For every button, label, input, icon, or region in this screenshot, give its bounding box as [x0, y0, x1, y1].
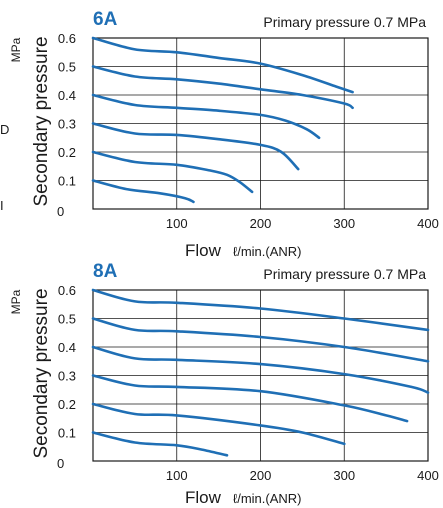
chart2-series-line-6 [91, 431, 229, 457]
chart1-x-axis-title: Flow [185, 241, 222, 260]
chart1-series-line-4 [91, 122, 300, 171]
chart2-series-line-2 [91, 317, 430, 363]
stray-left-text-2: I [0, 198, 4, 213]
chart2-x-tick-label: 200 [250, 468, 272, 483]
chart1-y-axis-unit: MPa [9, 37, 23, 62]
chart2-y-tick-label: 0.6 [58, 283, 76, 298]
chart2-series-line-1 [91, 288, 430, 332]
chart1-y-tick-label: 0.5 [58, 60, 76, 75]
chart2-series-line-3 [91, 345, 430, 394]
chart2-x-axis-title: Flow [185, 488, 222, 507]
chart1-subtitle: Primary pressure 0.7 MPa [263, 14, 426, 30]
chart2-subtitle: Primary pressure 0.7 MPa [263, 266, 426, 282]
chart2-y-tick-label: 0.4 [58, 340, 76, 355]
chart2-x-axis-unit: ℓ/min.(ANR) [233, 491, 301, 506]
chart1-title: 6A [93, 9, 118, 30]
chart2-title: 8A [93, 261, 118, 282]
chart1-y-tick-label: 0.1 [58, 174, 76, 189]
chart1-series-line-6 [91, 179, 195, 204]
chart1-y-tick-label: 0.3 [58, 117, 76, 132]
chart2-x-tick-label: 400 [417, 468, 439, 483]
chart1-y-axis-title: Secondary pressure [31, 36, 52, 206]
stray-left-text-1: D [0, 122, 10, 137]
chart2-series-line-5 [91, 402, 346, 446]
chart2-y-axis-title: Secondary pressure [31, 288, 52, 458]
chart1-x-tick-label: 300 [333, 216, 355, 231]
chart1-x-axis-unit: ℓ/min.(ANR) [233, 244, 301, 259]
chart1-x-tick-label: 400 [417, 216, 439, 231]
chart1-series-line-3 [91, 93, 321, 140]
chart2-y-tick-label: 0.5 [58, 312, 76, 327]
chart2-y-tick-label: 0 [57, 456, 64, 471]
chart1-series-line-5 [91, 150, 254, 194]
chart1-y-tick-label: 0 [57, 204, 64, 219]
chart1-y-tick-label: 0.2 [58, 145, 76, 160]
chart1-series-line-2 [91, 65, 354, 110]
chart2-series-line-4 [91, 374, 409, 423]
chart2-y-tick-label: 0.1 [58, 426, 76, 441]
chart1-y-tick-label: 0.4 [58, 88, 76, 103]
chart1-x-tick-label: 100 [166, 216, 188, 231]
chart1-x-tick-label: 200 [250, 216, 272, 231]
chart2-y-tick-label: 0.3 [58, 369, 76, 384]
chart2-x-tick-label: 300 [333, 468, 355, 483]
chart1-y-tick-label: 0.6 [58, 31, 76, 46]
chart2-y-tick-label: 0.2 [58, 397, 76, 412]
chart2-x-tick-label: 100 [166, 468, 188, 483]
chart2-y-axis-unit: MPa [9, 289, 23, 314]
chart1-series-line-1 [91, 36, 354, 94]
